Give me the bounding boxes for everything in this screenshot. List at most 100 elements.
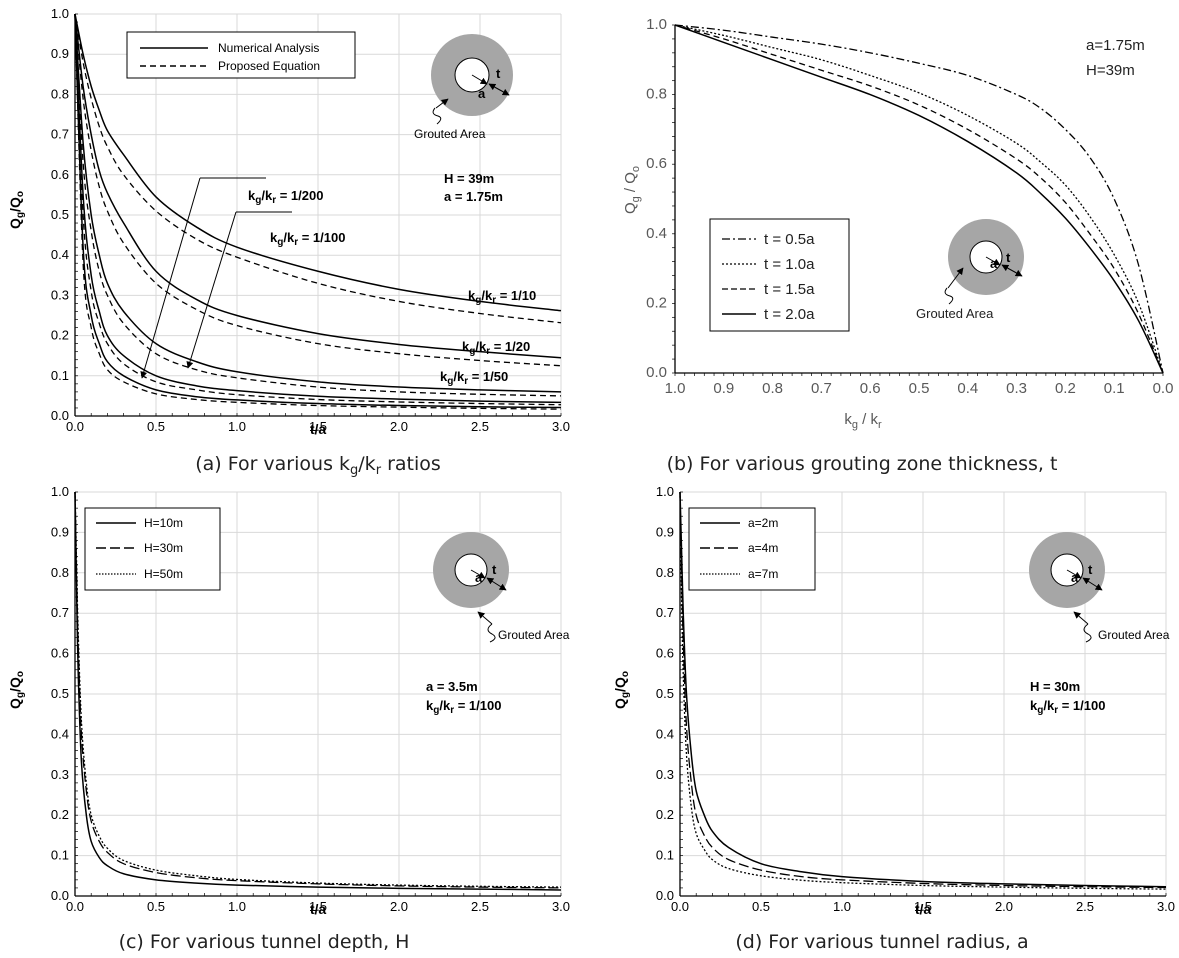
panel-c-grouted-label: Grouted Area xyxy=(498,628,570,642)
panel-a: 0.0 0.5 1.0 1.5 2.0 2.5 3.0 0.0 0.1 0.2 0.3 0.4 0.5 0… xyxy=(7,6,570,478)
panel-d-thickness-arrow xyxy=(1082,577,1103,591)
panel-a-xlabel: t/a xyxy=(310,421,327,437)
panel-a-caption: (a) For various kg/kr ratios xyxy=(195,453,441,478)
panel-a-leader-1-200 xyxy=(140,177,201,379)
panel-a-curve-label-4: kg/kr = 1/200 xyxy=(248,188,323,206)
panel-a-y-tick-label: 0.1 xyxy=(51,368,69,383)
panel-d-thickness-label: t xyxy=(1088,562,1093,577)
panel-a-radius-arrow xyxy=(471,74,488,85)
panel-c-y-tick-label: 0.4 xyxy=(51,726,69,741)
panel-a-x-tick-label: 1.5 xyxy=(309,419,327,434)
panel-b-x-tick-label: 0.7 xyxy=(811,380,832,397)
panel-c-thickness-label: t xyxy=(492,562,497,577)
panel-d-grout-pointer xyxy=(1083,623,1092,643)
panel-b-tunnel-schematic: a t Grouted Area xyxy=(916,219,1024,321)
panel-b-legend-t15: t = 1.5a xyxy=(764,281,815,298)
panel-b-legend-t05: t = 0.5a xyxy=(764,231,815,248)
panel-d-legend-box xyxy=(688,507,816,591)
panel-b-y-tick-label: 1.0 xyxy=(646,16,667,33)
panel-d-legend-a7: a=7m xyxy=(748,567,778,581)
panel-d-legend: a=2m a=4m a=7m xyxy=(688,507,816,591)
panel-b-thickness-arrow xyxy=(1001,264,1023,277)
panel-a-thickness-label: t xyxy=(496,66,501,81)
panel-a-x-tick-label: 0.5 xyxy=(147,419,165,434)
panel-d-legend-a2: a=2m xyxy=(748,516,778,530)
panel-d-grouted-label: Grouted Area xyxy=(1098,628,1170,642)
panel-b-x-tick-label: 0.6 xyxy=(860,380,881,397)
panel-c-legend-h30: H=30m xyxy=(144,541,183,555)
panel-d-radius-label: a xyxy=(1071,570,1079,585)
panel-d-y-tick-label: 0.4 xyxy=(656,726,674,741)
panel-c-y-tick-label: 0.5 xyxy=(51,686,69,701)
panel-d-series-0 xyxy=(679,491,1167,888)
panel-a-y-tick-label: 0.4 xyxy=(51,247,69,262)
panel-a-grouted-label: Grouted Area xyxy=(414,127,486,141)
panel-b-annotation-depth: H=39m xyxy=(1086,62,1135,79)
panel-d-x-tick-label: 1.0 xyxy=(833,899,851,914)
panel-c-legend-box xyxy=(84,507,221,591)
panel-b-ylabel: Qg / Qo xyxy=(622,166,642,214)
panel-c-radius-arrow xyxy=(470,569,486,579)
panel-c-series xyxy=(74,491,562,891)
panel-a-ticks: 0.0 0.5 1.0 1.5 2.0 2.5 3.0 0.0 0.1 0.2 0.3 0.4 0.5 0… xyxy=(51,6,570,434)
panel-b-series-1 xyxy=(674,24,1164,374)
panel-d-series-2 xyxy=(679,491,1167,890)
panel-d-y-tick-label: 0.8 xyxy=(656,565,674,580)
panel-d: 0.0 0.5 1.0 1.5 2.0 2.5 3.0 0.0 0.1 0.2 0.3 0.4 0.5 0… xyxy=(612,484,1175,953)
panel-a-series-7 xyxy=(74,13,562,406)
panel-d-y-tick-label: 0.5 xyxy=(656,686,674,701)
panel-c-y-tick-label: 0.6 xyxy=(51,646,69,661)
panel-a-x-tick-label: 3.0 xyxy=(552,419,570,434)
panel-b-y-tick-label: 0.0 xyxy=(646,364,667,381)
panel-c-legend-h10: H=10m xyxy=(144,516,183,530)
panel-a-legend-numerical: Numerical Analysis xyxy=(218,41,319,55)
panel-c-series-2 xyxy=(74,491,562,888)
panel-a-thickness-arrow xyxy=(488,83,510,96)
panel-d-xlabel: t/a xyxy=(915,901,932,917)
panel-a-series-4 xyxy=(74,13,562,393)
panel-c-grout-arrow xyxy=(477,611,493,625)
panel-b-ticks: 1.0 0.9 0.8 0.7 0.6 0.5 0.4 0.3 0.2 0.1 0.0 0.0 0.2 0… xyxy=(646,16,1173,397)
panel-b-annotation-radius: a=1.75m xyxy=(1086,37,1145,54)
panel-a-curve-label-3: kg/kr = 1/100 xyxy=(270,230,345,248)
panel-a-x-tick-label: 1.0 xyxy=(228,419,246,434)
panel-d-y-tick-label: 0.0 xyxy=(656,888,674,903)
panel-c-annotation-ratio: kg/kr = 1/100 xyxy=(426,698,501,716)
panel-a-curve-labels: kg/kr = 1/10 kg/kr = 1/20 kg/kr = 1/50 kg/k… xyxy=(248,188,536,387)
panel-b-y-tick-label: 0.2 xyxy=(646,294,667,311)
panel-b-caption: (b) For various grouting zone thickness,… xyxy=(667,453,1058,475)
panel-c-x-tick-label: 3.0 xyxy=(552,899,570,914)
panel-d-x-tick-label: 0.0 xyxy=(671,899,689,914)
panel-c-thickness-arrow xyxy=(486,577,507,591)
panel-b-legend: t = 0.5a t = 1.0a t = 1.5a t = 2.0a xyxy=(709,218,850,332)
panel-c-annotation-radius: a = 3.5m xyxy=(426,679,478,694)
panel-b-x-tick-label: 0.8 xyxy=(762,380,783,397)
panel-d-y-tick-label: 0.9 xyxy=(656,524,674,539)
panel-a-legend-box xyxy=(126,31,356,79)
panel-c-x-tick-label: 1.5 xyxy=(309,899,327,914)
panel-b-x-tick-label: 0.3 xyxy=(1006,380,1027,397)
panel-c-ticks: 0.0 0.5 1.0 1.5 2.0 2.5 3.0 0.0 0.1 0.2 0.3 0.4 0.5 0… xyxy=(51,484,570,914)
panel-a-y-tick-label: 0.2 xyxy=(51,328,69,343)
panel-b-series-3 xyxy=(674,24,1164,374)
panel-c-y-tick-label: 0.0 xyxy=(51,888,69,903)
panel-c-y-tick-label: 0.9 xyxy=(51,524,69,539)
panel-b-y-tick-label: 0.8 xyxy=(646,86,667,103)
panel-d-series-1 xyxy=(679,491,1167,889)
panel-a-legend: Numerical Analysis Proposed Equation xyxy=(126,31,356,79)
panel-c-ylabel: Qg/Qo xyxy=(7,671,26,709)
panel-d-x-tick-label: 2.5 xyxy=(1076,899,1094,914)
panel-a-series-3 xyxy=(74,13,562,367)
panel-c-legend: H=10m H=30m H=50m xyxy=(84,507,221,591)
panel-a-curve-label-2: kg/kr = 1/50 xyxy=(440,369,508,387)
panel-b-y-tick-label: 0.4 xyxy=(646,225,667,242)
panel-b-legend-box xyxy=(709,218,850,332)
panel-c-x-tick-label: 0.0 xyxy=(66,899,84,914)
panel-d-x-tick-label: 2.0 xyxy=(995,899,1013,914)
panel-c-legend-h50: H=50m xyxy=(144,567,183,581)
panel-b-y-tick-label: 0.6 xyxy=(646,155,667,172)
panel-d-x-tick-label: 3.0 xyxy=(1157,899,1175,914)
panel-a-x-tick-label: 0.0 xyxy=(66,419,84,434)
panel-a-grout-pointer xyxy=(432,107,442,125)
